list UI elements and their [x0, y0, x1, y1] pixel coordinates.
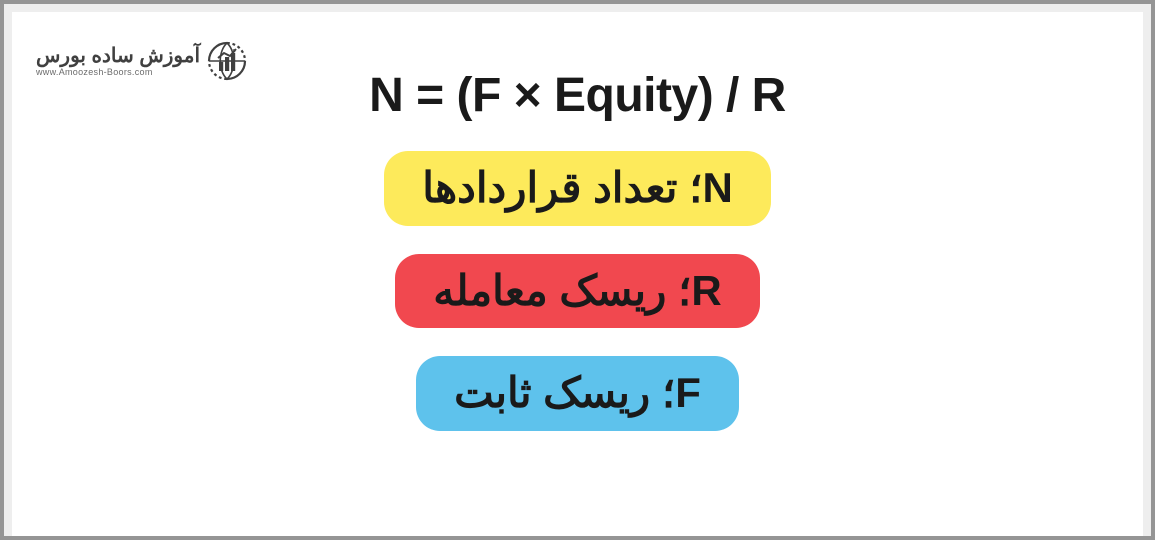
globe-chart-icon: [206, 40, 248, 82]
definition-r: R؛ ریسک معامله: [395, 254, 760, 329]
content-column: N = (F × Equity) / R N؛ تعداد قراردادها …: [12, 68, 1143, 431]
logo-url: www.Amoozesh-Boors.com: [36, 68, 153, 77]
outer-frame: آموزش ساده بورس www.Amoozesh-Boors.com N…: [0, 0, 1155, 540]
page: آموزش ساده بورس www.Amoozesh-Boors.com N…: [12, 12, 1143, 536]
site-logo: آموزش ساده بورس www.Amoozesh-Boors.com: [36, 40, 248, 82]
formula-text: N = (F × Equity) / R: [369, 68, 786, 123]
logo-title: آموزش ساده بورس: [36, 46, 200, 66]
logo-text: آموزش ساده بورس www.Amoozesh-Boors.com: [36, 46, 200, 77]
definition-n: N؛ تعداد قراردادها: [384, 151, 771, 226]
definition-f: F؛ ریسک ثابت: [416, 356, 739, 431]
